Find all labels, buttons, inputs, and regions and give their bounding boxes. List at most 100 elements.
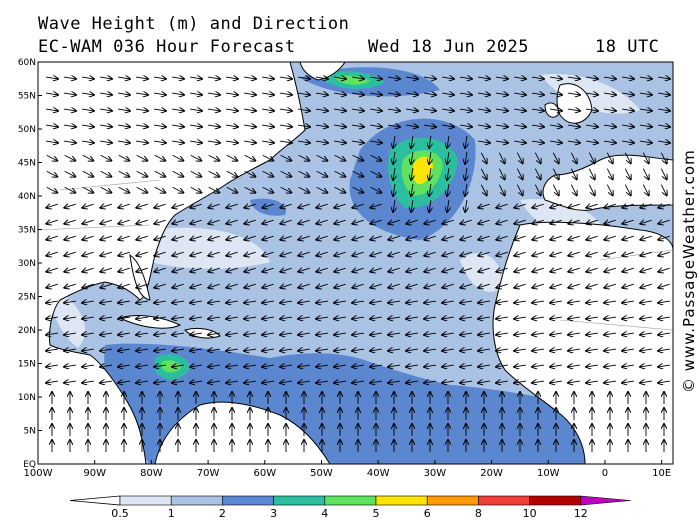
direction-arrow <box>388 333 400 335</box>
direction-arrow <box>532 333 544 335</box>
direction-arrow <box>226 301 238 303</box>
direction-arrow <box>298 154 310 160</box>
direction-arrow <box>118 333 130 335</box>
direction-arrow <box>280 268 292 272</box>
direction-arrow <box>388 125 400 127</box>
direction-arrow <box>496 252 508 256</box>
direction-arrow <box>424 284 436 288</box>
direction-arrow <box>226 125 238 127</box>
direction-arrow <box>442 284 454 288</box>
direction-arrow <box>478 365 490 367</box>
direction-arrow <box>568 381 580 383</box>
direction-arrow <box>118 301 130 303</box>
direction-arrow <box>298 365 310 367</box>
direction-arrow <box>154 317 166 319</box>
direction-arrow <box>154 284 166 288</box>
direction-arrow <box>244 125 256 127</box>
lat-label: 60N <box>18 58 36 68</box>
direction-arrow <box>46 93 58 95</box>
direction-arrow <box>622 220 634 224</box>
direction-arrow <box>208 170 220 176</box>
direction-arrow <box>496 381 508 383</box>
direction-arrow <box>208 220 220 224</box>
direction-arrow <box>244 220 256 224</box>
direction-arrow <box>622 109 634 111</box>
direction-arrow <box>280 109 292 111</box>
direction-arrow <box>262 154 274 160</box>
direction-arrow <box>568 301 580 303</box>
direction-arrow <box>604 284 616 288</box>
direction-arrow <box>280 186 292 192</box>
direction-arrow <box>552 152 558 164</box>
direction-arrow <box>552 184 558 196</box>
colorbar-label: 3 <box>270 507 277 520</box>
direction-arrow <box>388 252 400 256</box>
direction-arrow <box>82 268 94 272</box>
direction-arrow <box>478 333 490 335</box>
direction-arrow <box>226 220 238 224</box>
direction-arrow <box>370 109 382 111</box>
direction-arrow <box>568 109 580 111</box>
direction-arrow <box>208 204 220 208</box>
direction-arrow <box>280 154 292 160</box>
direction-arrow <box>172 125 184 127</box>
direction-arrow <box>514 125 526 127</box>
direction-arrow <box>154 268 166 272</box>
direction-arrow <box>298 381 310 383</box>
direction-arrow <box>658 301 670 303</box>
direction-arrow <box>498 168 504 180</box>
direction-arrow <box>604 349 616 351</box>
direction-arrow <box>496 220 508 224</box>
direction-arrow <box>388 236 400 240</box>
direction-arrow <box>586 349 598 351</box>
direction-arrow <box>82 77 94 79</box>
direction-arrow <box>316 109 328 111</box>
direction-arrow <box>460 268 472 272</box>
direction-arrow <box>447 200 449 212</box>
direction-arrow <box>406 236 418 240</box>
direction-arrow <box>496 268 508 272</box>
colorbar-low-arrow <box>69 495 121 506</box>
direction-arrow <box>262 284 274 288</box>
direction-arrow <box>46 349 58 351</box>
direction-arrow <box>172 109 184 111</box>
direction-arrow <box>262 317 274 319</box>
direction-arrow <box>334 170 346 176</box>
direction-arrow <box>262 125 274 127</box>
direction-arrow <box>447 136 449 148</box>
direction-arrow <box>118 125 130 127</box>
direction-arrow <box>334 204 346 208</box>
direction-arrow <box>622 125 634 127</box>
direction-arrow <box>658 109 670 111</box>
direction-arrow <box>658 204 670 208</box>
direction-arrow <box>82 220 94 224</box>
direction-arrow <box>136 109 148 111</box>
direction-arrow <box>334 93 346 95</box>
direction-arrow <box>190 170 202 176</box>
direction-arrow <box>478 301 490 303</box>
colorbar-swatch <box>478 495 530 506</box>
direction-arrow <box>411 136 413 148</box>
direction-arrow <box>100 109 112 111</box>
direction-arrow <box>460 77 472 79</box>
direction-arrow <box>534 152 540 164</box>
direction-arrow <box>658 236 670 240</box>
direction-arrow <box>640 301 652 303</box>
lat-label: 25N <box>18 293 36 303</box>
direction-arrow <box>568 236 580 240</box>
direction-arrow <box>478 77 490 79</box>
direction-arrow <box>244 284 256 288</box>
direction-arrow <box>478 109 490 111</box>
direction-arrow <box>604 141 616 143</box>
direction-arrow <box>280 204 292 208</box>
direction-arrow <box>226 93 238 95</box>
direction-arrow <box>316 220 328 224</box>
direction-arrow <box>424 125 436 127</box>
direction-arrow <box>622 381 634 383</box>
direction-arrow <box>480 184 486 196</box>
direction-arrow <box>640 381 652 383</box>
direction-arrow <box>298 301 310 303</box>
direction-arrow <box>388 381 400 383</box>
direction-arrow <box>586 141 598 143</box>
direction-arrow <box>424 236 436 240</box>
